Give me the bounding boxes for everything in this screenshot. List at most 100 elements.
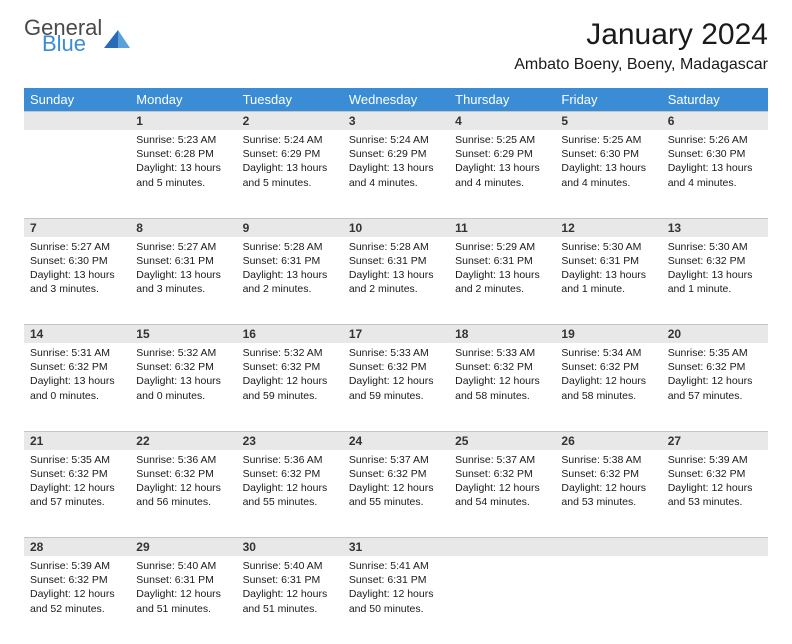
- sunset-text: Sunset: 6:32 PM: [349, 467, 443, 481]
- sunrise-text: Sunrise: 5:39 AM: [668, 453, 762, 467]
- daylight-text-2: and 53 minutes.: [561, 495, 655, 509]
- daylight-text-2: and 57 minutes.: [30, 495, 124, 509]
- sunset-text: Sunset: 6:32 PM: [243, 360, 337, 374]
- sunset-text: Sunset: 6:32 PM: [455, 467, 549, 481]
- daylight-text-1: Daylight: 12 hours: [349, 374, 443, 388]
- day-number-cell: 24: [343, 431, 449, 450]
- sunrise-text: Sunrise: 5:26 AM: [668, 133, 762, 147]
- daylight-text-1: Daylight: 12 hours: [243, 374, 337, 388]
- day-number-cell: 10: [343, 218, 449, 237]
- day-content-cell: Sunrise: 5:28 AMSunset: 6:31 PMDaylight:…: [343, 237, 449, 325]
- sunset-text: Sunset: 6:29 PM: [243, 147, 337, 161]
- day-content-cell: Sunrise: 5:29 AMSunset: 6:31 PMDaylight:…: [449, 237, 555, 325]
- day-content-cell: [449, 556, 555, 644]
- daylight-text-2: and 51 minutes.: [136, 602, 230, 616]
- daylight-text-1: Daylight: 13 hours: [30, 268, 124, 282]
- day-content-cell: Sunrise: 5:34 AMSunset: 6:32 PMDaylight:…: [555, 343, 661, 431]
- sunset-text: Sunset: 6:31 PM: [136, 573, 230, 587]
- sunset-text: Sunset: 6:32 PM: [30, 573, 124, 587]
- day-content-cell: Sunrise: 5:26 AMSunset: 6:30 PMDaylight:…: [662, 130, 768, 218]
- day-number-cell: [449, 538, 555, 557]
- day-number-cell: 3: [343, 112, 449, 131]
- content-row: Sunrise: 5:31 AMSunset: 6:32 PMDaylight:…: [24, 343, 768, 431]
- day-content-cell: Sunrise: 5:27 AMSunset: 6:30 PMDaylight:…: [24, 237, 130, 325]
- sunset-text: Sunset: 6:32 PM: [349, 360, 443, 374]
- daylight-text-1: Daylight: 12 hours: [243, 587, 337, 601]
- sunrise-text: Sunrise: 5:38 AM: [561, 453, 655, 467]
- daylight-text-1: Daylight: 13 hours: [455, 268, 549, 282]
- daylight-text-1: Daylight: 12 hours: [668, 374, 762, 388]
- daylight-text-2: and 4 minutes.: [561, 176, 655, 190]
- sunset-text: Sunset: 6:29 PM: [349, 147, 443, 161]
- day-content-cell: Sunrise: 5:40 AMSunset: 6:31 PMDaylight:…: [130, 556, 236, 644]
- daylight-text-1: Daylight: 13 hours: [136, 161, 230, 175]
- sunrise-text: Sunrise: 5:24 AM: [349, 133, 443, 147]
- weekday-header: Thursday: [449, 88, 555, 112]
- sunset-text: Sunset: 6:32 PM: [561, 360, 655, 374]
- daylight-text-1: Daylight: 12 hours: [136, 587, 230, 601]
- daylight-text-1: Daylight: 13 hours: [561, 268, 655, 282]
- sunrise-text: Sunrise: 5:32 AM: [136, 346, 230, 360]
- daynum-row: 21222324252627: [24, 431, 768, 450]
- sunrise-text: Sunrise: 5:35 AM: [668, 346, 762, 360]
- day-number-cell: 15: [130, 325, 236, 344]
- day-number-cell: 4: [449, 112, 555, 131]
- daylight-text-1: Daylight: 12 hours: [561, 374, 655, 388]
- sunset-text: Sunset: 6:31 PM: [136, 254, 230, 268]
- daylight-text-2: and 5 minutes.: [243, 176, 337, 190]
- sunrise-text: Sunrise: 5:34 AM: [561, 346, 655, 360]
- sunset-text: Sunset: 6:31 PM: [243, 573, 337, 587]
- sunrise-text: Sunrise: 5:33 AM: [455, 346, 549, 360]
- sunrise-text: Sunrise: 5:37 AM: [349, 453, 443, 467]
- content-row: Sunrise: 5:35 AMSunset: 6:32 PMDaylight:…: [24, 450, 768, 538]
- sunrise-text: Sunrise: 5:27 AM: [136, 240, 230, 254]
- daylight-text-1: Daylight: 12 hours: [30, 587, 124, 601]
- sunrise-text: Sunrise: 5:25 AM: [561, 133, 655, 147]
- day-number-cell: 28: [24, 538, 130, 557]
- sunset-text: Sunset: 6:31 PM: [561, 254, 655, 268]
- title-block: January 2024 Ambato Boeny, Boeny, Madaga…: [514, 18, 768, 74]
- day-content-cell: Sunrise: 5:36 AMSunset: 6:32 PMDaylight:…: [130, 450, 236, 538]
- logo: General Blue: [24, 18, 130, 54]
- weekday-header: Monday: [130, 88, 236, 112]
- sunset-text: Sunset: 6:32 PM: [668, 360, 762, 374]
- day-number-cell: 1: [130, 112, 236, 131]
- daylight-text-2: and 5 minutes.: [136, 176, 230, 190]
- calendar-table: SundayMondayTuesdayWednesdayThursdayFrid…: [24, 88, 768, 644]
- daylight-text-2: and 0 minutes.: [30, 389, 124, 403]
- day-content-cell: Sunrise: 5:38 AMSunset: 6:32 PMDaylight:…: [555, 450, 661, 538]
- day-number-cell: 7: [24, 218, 130, 237]
- day-number-cell: 2: [237, 112, 343, 131]
- day-content-cell: Sunrise: 5:33 AMSunset: 6:32 PMDaylight:…: [449, 343, 555, 431]
- sunset-text: Sunset: 6:32 PM: [136, 360, 230, 374]
- day-number-cell: 29: [130, 538, 236, 557]
- day-number-cell: 5: [555, 112, 661, 131]
- sunset-text: Sunset: 6:31 PM: [455, 254, 549, 268]
- sunset-text: Sunset: 6:32 PM: [30, 360, 124, 374]
- daynum-row: 14151617181920: [24, 325, 768, 344]
- day-content-cell: Sunrise: 5:24 AMSunset: 6:29 PMDaylight:…: [237, 130, 343, 218]
- daylight-text-2: and 51 minutes.: [243, 602, 337, 616]
- day-number-cell: 31: [343, 538, 449, 557]
- daylight-text-2: and 56 minutes.: [136, 495, 230, 509]
- daylight-text-1: Daylight: 12 hours: [136, 481, 230, 495]
- sunrise-text: Sunrise: 5:40 AM: [243, 559, 337, 573]
- content-row: Sunrise: 5:27 AMSunset: 6:30 PMDaylight:…: [24, 237, 768, 325]
- daylight-text-2: and 4 minutes.: [455, 176, 549, 190]
- day-number-cell: 14: [24, 325, 130, 344]
- daylight-text-2: and 4 minutes.: [349, 176, 443, 190]
- daylight-text-1: Daylight: 13 hours: [349, 268, 443, 282]
- day-number-cell: 11: [449, 218, 555, 237]
- daylight-text-2: and 3 minutes.: [30, 282, 124, 296]
- day-content-cell: Sunrise: 5:25 AMSunset: 6:30 PMDaylight:…: [555, 130, 661, 218]
- sunrise-text: Sunrise: 5:36 AM: [243, 453, 337, 467]
- day-content-cell: Sunrise: 5:36 AMSunset: 6:32 PMDaylight:…: [237, 450, 343, 538]
- location-text: Ambato Boeny, Boeny, Madagascar: [514, 56, 768, 74]
- daylight-text-1: Daylight: 12 hours: [349, 587, 443, 601]
- day-content-cell: Sunrise: 5:30 AMSunset: 6:32 PMDaylight:…: [662, 237, 768, 325]
- day-content-cell: Sunrise: 5:35 AMSunset: 6:32 PMDaylight:…: [662, 343, 768, 431]
- day-content-cell: Sunrise: 5:23 AMSunset: 6:28 PMDaylight:…: [130, 130, 236, 218]
- day-number-cell: 16: [237, 325, 343, 344]
- day-content-cell: Sunrise: 5:37 AMSunset: 6:32 PMDaylight:…: [449, 450, 555, 538]
- day-number-cell: 25: [449, 431, 555, 450]
